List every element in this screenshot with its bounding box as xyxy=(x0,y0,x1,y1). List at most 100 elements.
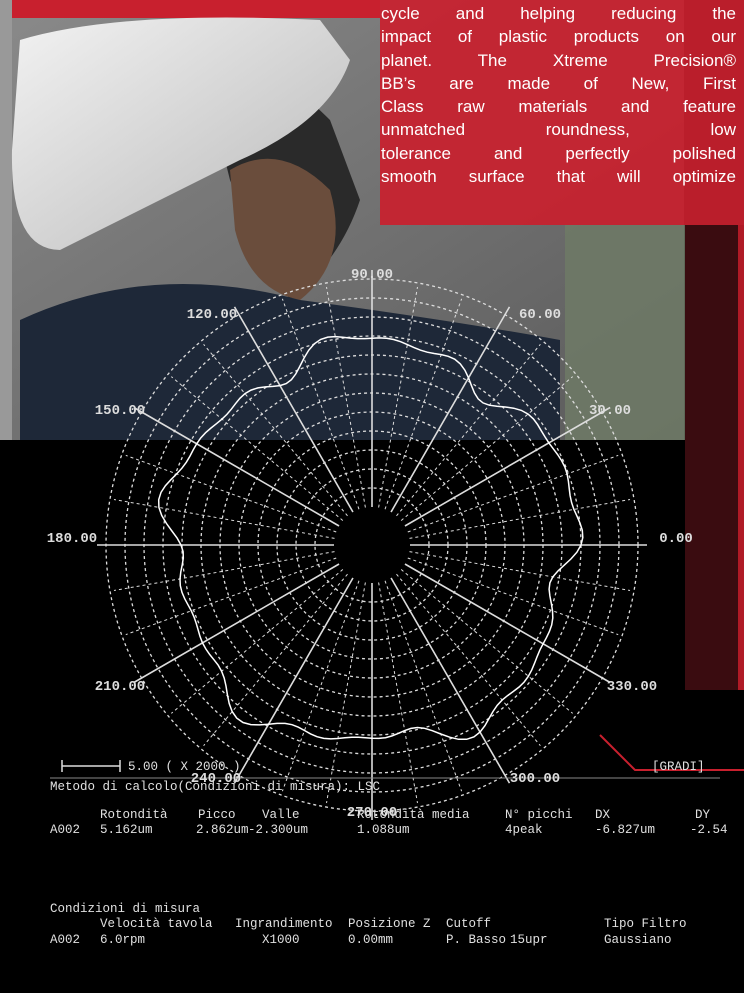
grid-spoke xyxy=(326,286,366,508)
table-cell: X1000 xyxy=(262,933,300,947)
table-cell: -6.827um xyxy=(595,823,655,837)
profile-trace xyxy=(157,335,584,741)
angle-label: 240.00 xyxy=(191,771,241,787)
table-cell: P. Basso xyxy=(446,933,506,947)
grid-spoke xyxy=(326,582,366,804)
conditions-title: Condizioni di misura xyxy=(50,902,201,916)
grid-spoke xyxy=(203,573,348,747)
table-cell: 2.862um xyxy=(196,823,249,837)
grid-spoke xyxy=(384,580,463,792)
grid-spoke xyxy=(281,580,360,792)
dark-red-panel xyxy=(685,225,744,690)
paragraph-line: unmatched roundness, low xyxy=(381,120,736,140)
grid-spoke xyxy=(396,573,541,747)
grid-spoke xyxy=(378,286,418,508)
grid-spoke xyxy=(407,557,619,636)
table-header: DY xyxy=(695,808,711,822)
table-header: Cutoff xyxy=(446,917,491,931)
text-panel xyxy=(380,0,744,225)
paragraph-line: planet. The Xtreme Precision® xyxy=(381,50,736,70)
photo-edge xyxy=(0,0,12,440)
grid-spoke xyxy=(404,406,611,527)
table-cell: -2.54 xyxy=(690,823,728,837)
angle-label: 300.00 xyxy=(510,771,560,787)
angle-label: 180.00 xyxy=(47,531,97,547)
paragraph-line: BB’s are made of New, First xyxy=(381,73,736,93)
table-cell: Gaussiano xyxy=(604,933,672,947)
grid-spoke xyxy=(396,343,541,517)
red-edge xyxy=(738,225,744,690)
table-header: Tipo Filtro xyxy=(604,917,687,931)
angle-label: 120.00 xyxy=(187,307,237,323)
grid-spoke xyxy=(400,376,574,521)
table-header: Posizione Z xyxy=(348,917,431,931)
paragraph-line: cycle and helping reducing the xyxy=(381,4,736,23)
table-header: Rotondità xyxy=(100,808,168,822)
grid-spoke xyxy=(384,298,463,510)
table-cell: 15upr xyxy=(510,933,548,947)
paragraph-line: tolerance and perfectly polished xyxy=(381,143,736,163)
grid-spoke xyxy=(133,406,340,527)
table-cell: 0.00mm xyxy=(348,933,393,947)
jacket xyxy=(20,284,560,440)
green-panel xyxy=(565,225,685,440)
angle-label: 210.00 xyxy=(95,679,145,695)
units-label: [GRADI] xyxy=(652,760,705,774)
table-header: N° picchi xyxy=(505,808,573,822)
grid-spoke xyxy=(404,563,611,684)
table-header: Velocità tavola xyxy=(100,917,213,931)
polar-grid xyxy=(97,270,647,820)
angle-label: 270.00 xyxy=(347,805,397,821)
table-header: Rotondità media xyxy=(357,808,470,822)
angle-label: 60.00 xyxy=(519,307,561,323)
grid-spoke xyxy=(390,306,511,513)
grid-spoke xyxy=(409,551,631,591)
grid-spoke xyxy=(233,306,354,513)
table-cell: 1.088um xyxy=(357,823,410,837)
face xyxy=(230,158,336,300)
method: Metodo di calcolo(Condizioni di misura):… xyxy=(50,780,380,794)
table-cell: A002 xyxy=(50,933,80,947)
red-band xyxy=(0,0,380,18)
table-header: Picco xyxy=(198,808,236,822)
table-cell: 4peak xyxy=(505,823,543,837)
grid-spoke xyxy=(125,557,337,636)
grid-spoke xyxy=(400,569,574,714)
grid-spoke xyxy=(113,551,335,591)
grid-spoke xyxy=(233,577,354,784)
table-cell: 6.0rpm xyxy=(100,933,145,947)
table-cell: -2.300um xyxy=(248,823,308,837)
paragraph-line: smooth surface that will optimize xyxy=(381,167,736,187)
angle-label: 0.00 xyxy=(659,531,693,547)
grid-spoke xyxy=(409,499,631,539)
table-header: DX xyxy=(595,808,611,822)
labels: 90.00 120.00 60.00 150.00 30.00 180.00 0.00 210… xyxy=(47,267,728,947)
scale-label: 5.00 ( X 2000 ) xyxy=(128,760,241,774)
table-cell: 5.162um xyxy=(100,823,153,837)
grid-spoke xyxy=(125,454,337,533)
grid-spoke xyxy=(407,454,619,533)
angle-label: 90.00 xyxy=(351,267,393,283)
grid-spoke xyxy=(203,343,348,517)
grid-spoke xyxy=(170,376,344,521)
table-cell: A002 xyxy=(50,823,80,837)
grid-spoke xyxy=(281,298,360,510)
pen xyxy=(11,17,351,250)
grid-spoke xyxy=(390,577,511,784)
red-line xyxy=(599,734,744,771)
grid-spoke xyxy=(170,569,344,714)
paragraph: cycle and helping reducing the impact of … xyxy=(381,2,736,188)
table-header: Valle xyxy=(262,808,300,822)
angle-label: 330.00 xyxy=(607,679,657,695)
angle-label: 150.00 xyxy=(95,403,145,419)
grid-spoke xyxy=(113,499,335,539)
angle-label: 30.00 xyxy=(589,403,631,419)
paragraph-line: impact of plastic products on our xyxy=(381,27,736,47)
paragraph-line: Class raw materials and feature xyxy=(381,97,736,117)
grid-spoke xyxy=(133,563,340,684)
center-disc xyxy=(334,507,410,583)
grid-spoke xyxy=(378,582,418,804)
table-header: Ingrandimento xyxy=(235,917,333,931)
